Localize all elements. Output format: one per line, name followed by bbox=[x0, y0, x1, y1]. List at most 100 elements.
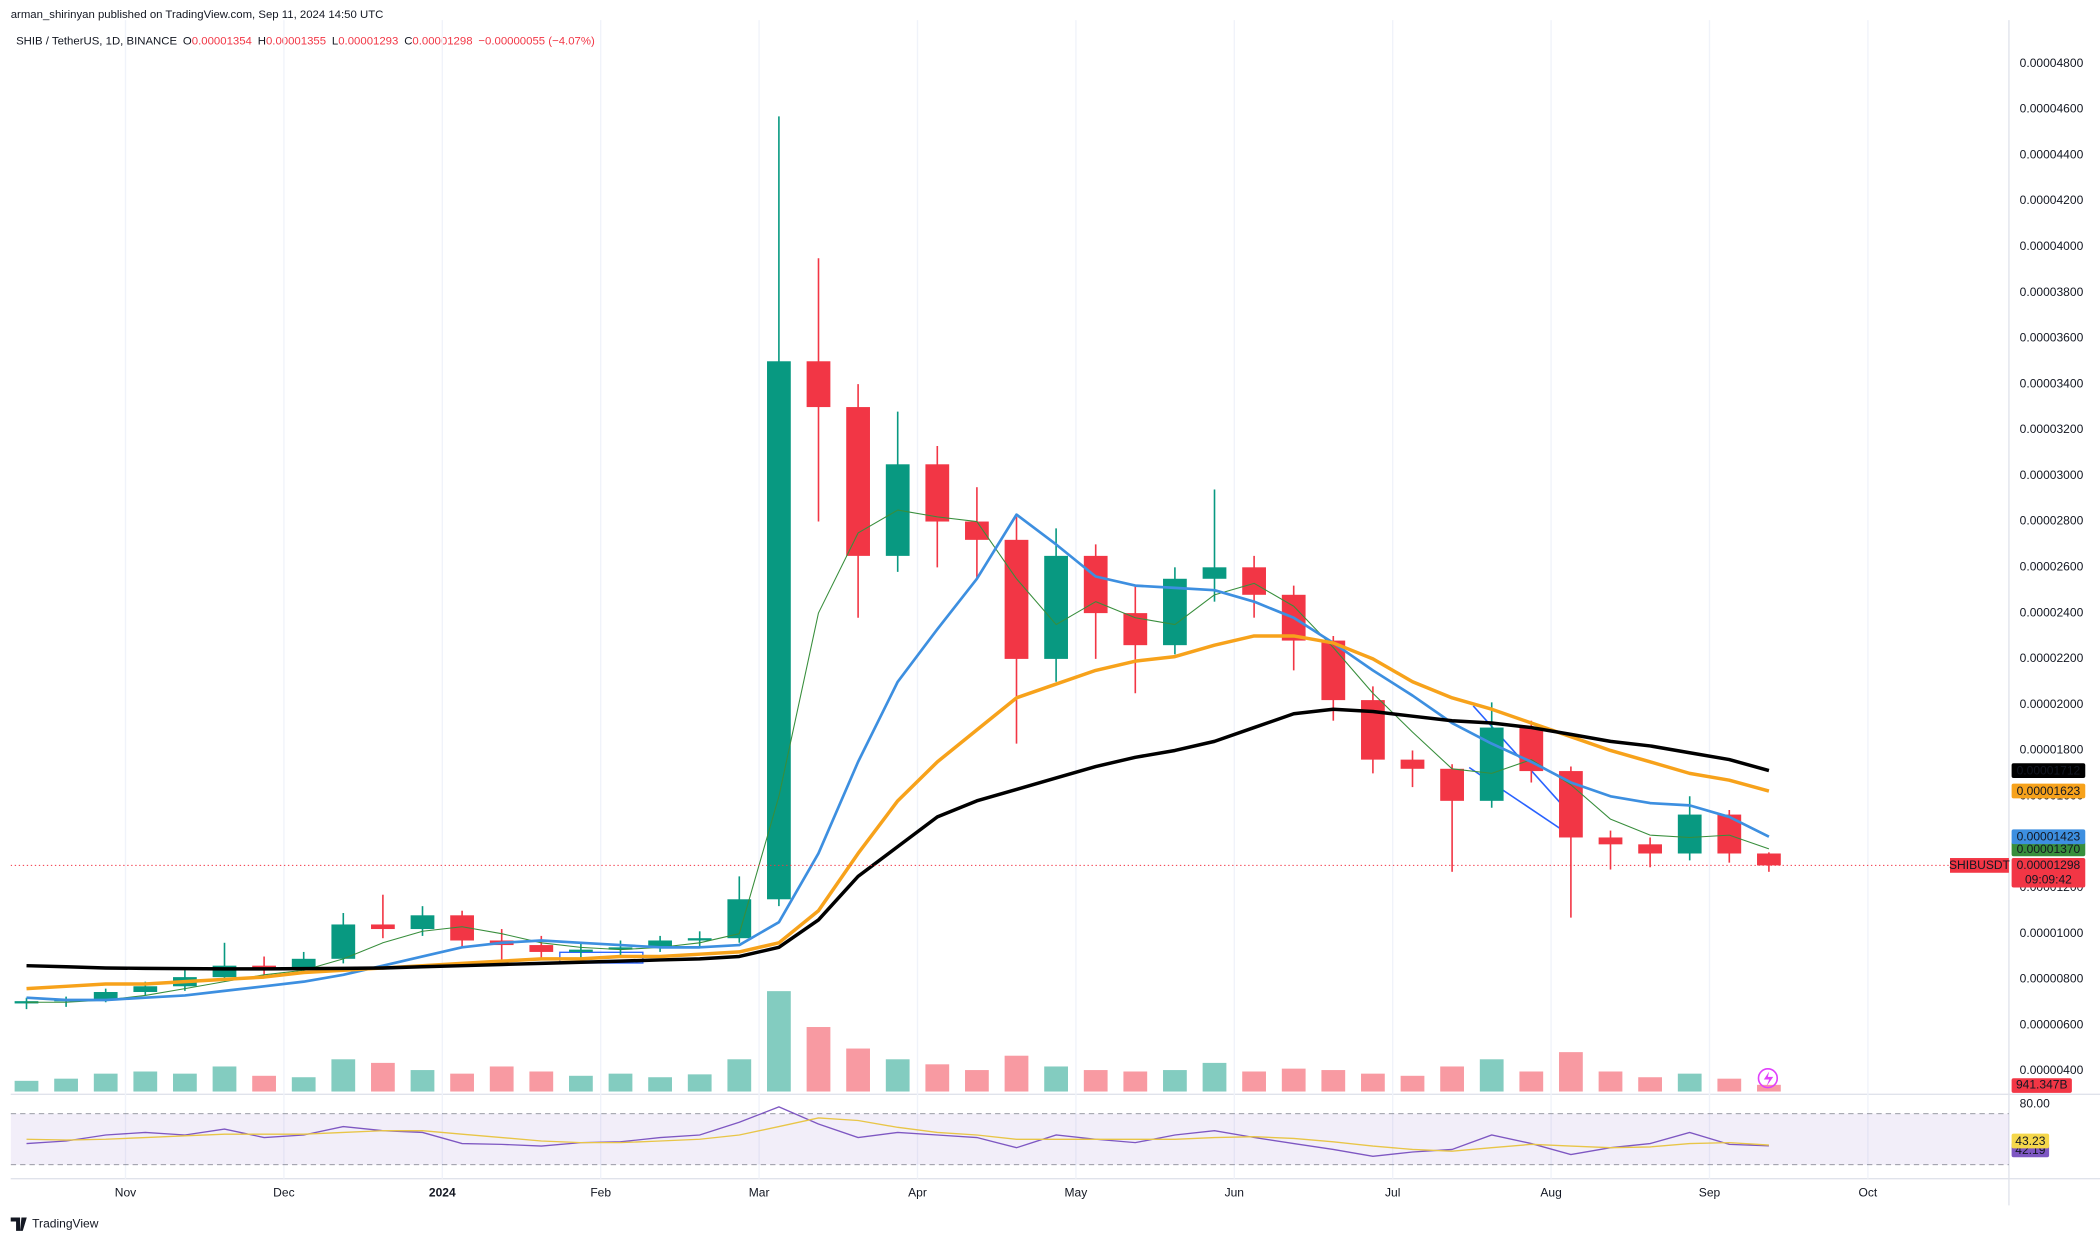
volume-bar bbox=[489, 1066, 514, 1092]
y-tick-label: 0.00004000 bbox=[2020, 239, 2084, 253]
x-tick-label: Nov bbox=[115, 1186, 136, 1200]
y-tick-label: 0.00003200 bbox=[2020, 422, 2084, 436]
moving-average bbox=[26, 513, 1770, 1002]
volume-bar bbox=[1598, 1071, 1623, 1092]
candle-body bbox=[133, 986, 158, 993]
y-tick-label: 0.00004600 bbox=[2020, 102, 2084, 116]
logo bbox=[10, 1217, 27, 1231]
volume-bar bbox=[846, 1048, 870, 1092]
y-tick-label: 0.00002600 bbox=[2020, 560, 2084, 574]
volume-bar bbox=[1083, 1070, 1108, 1092]
volume-bar bbox=[1163, 1070, 1187, 1092]
rsi-tick-label: 80.00 bbox=[2020, 1097, 2050, 1111]
volume-bar bbox=[173, 1073, 197, 1092]
candle-body bbox=[1044, 555, 1068, 659]
moving-average bbox=[26, 634, 1770, 991]
volume-bar bbox=[1638, 1077, 1662, 1092]
y-tick-label: 0.00002000 bbox=[2020, 697, 2084, 711]
y-tick-label: 0.00004200 bbox=[2020, 193, 2084, 207]
badge-label: 0.00001423 bbox=[2017, 830, 2081, 844]
candle-body bbox=[925, 464, 950, 522]
volume-bar bbox=[1004, 1055, 1029, 1092]
badge-label: 0.00001623 bbox=[2017, 784, 2081, 798]
rsi-line bbox=[26, 1117, 1769, 1152]
volume-bar bbox=[14, 1080, 39, 1092]
candle-body bbox=[1440, 768, 1464, 801]
volume-bar bbox=[212, 1066, 237, 1092]
y-tick-label: 0.00003400 bbox=[2020, 376, 2084, 390]
candle-body bbox=[846, 407, 870, 556]
price-pane bbox=[10, 116, 2009, 1010]
volume-bar bbox=[727, 1059, 752, 1092]
candle-body bbox=[1004, 539, 1029, 659]
symbol-info: SHIB / TetherUS, 1D, BINANCE O0.00001354… bbox=[16, 36, 595, 48]
candle-body bbox=[1361, 700, 1385, 760]
candle-body bbox=[1717, 814, 1742, 854]
volume-bar bbox=[925, 1064, 950, 1092]
candle-body bbox=[608, 947, 633, 950]
y-tick-label: 0.00002800 bbox=[2020, 514, 2084, 528]
candle-body bbox=[648, 940, 672, 948]
volume-bar bbox=[252, 1075, 276, 1092]
volume-bar bbox=[1677, 1073, 1702, 1092]
x-tick-label: 2024 bbox=[429, 1186, 456, 1200]
volume-bar bbox=[1519, 1071, 1544, 1092]
alert-icon[interactable] bbox=[1757, 1068, 1779, 1089]
rsi-value-label: 43.23 bbox=[2015, 1134, 2045, 1148]
candle-body bbox=[687, 938, 712, 941]
badge bbox=[2011, 1133, 2050, 1149]
ohlc-key: C bbox=[404, 36, 412, 48]
ohlc-key: H bbox=[258, 36, 266, 48]
candle-body bbox=[212, 965, 237, 978]
volume-bar bbox=[1440, 1066, 1464, 1092]
candle-body bbox=[1598, 837, 1623, 845]
badge bbox=[2011, 858, 2086, 888]
x-tick-label: Jul bbox=[1385, 1186, 1400, 1200]
ohlc-value: 0.00001354 bbox=[192, 36, 252, 48]
candle-body bbox=[410, 915, 435, 930]
candle-body bbox=[450, 915, 474, 941]
x-tick-label: Jun bbox=[1225, 1186, 1244, 1200]
x-tick-label: Aug bbox=[1540, 1186, 1561, 1200]
last-price-label: 0.00001298 bbox=[2017, 858, 2081, 872]
volume-bar bbox=[371, 1062, 395, 1092]
volume-bar bbox=[806, 1027, 831, 1092]
x-tick-label: Mar bbox=[749, 1186, 770, 1200]
symbol-label: SHIBUSDT bbox=[1949, 858, 2011, 872]
volume-bar bbox=[1202, 1062, 1227, 1092]
volume-bar bbox=[1400, 1075, 1425, 1092]
footer: TradingView bbox=[10, 1216, 99, 1231]
candle-body bbox=[331, 924, 356, 959]
volume-bar bbox=[1123, 1071, 1148, 1092]
volume-bar bbox=[687, 1074, 712, 1092]
candle-body bbox=[1757, 853, 1781, 866]
volume-bar bbox=[1479, 1059, 1504, 1092]
volume-bar bbox=[885, 1059, 910, 1092]
grid bbox=[124, 20, 1869, 1179]
volume-bar bbox=[1281, 1068, 1306, 1092]
candle-body bbox=[291, 958, 316, 968]
volume-bar bbox=[93, 1073, 118, 1092]
x-tick-label: Oct bbox=[1859, 1186, 1878, 1200]
moving-average bbox=[26, 509, 1770, 1003]
ohlc-value: 0.00001293 bbox=[338, 36, 398, 48]
y-tick-label: 0.00003800 bbox=[2020, 285, 2084, 299]
y-tick-label: 0.00001000 bbox=[2020, 926, 2084, 940]
volume-bar bbox=[1717, 1078, 1742, 1092]
rsi-pane bbox=[10, 1106, 2009, 1166]
candle-body bbox=[965, 521, 989, 540]
candle-body bbox=[1123, 613, 1148, 646]
badge bbox=[2011, 783, 2086, 799]
publisher: arman_shirinyan published on TradingView… bbox=[11, 9, 384, 21]
x-tick-label: May bbox=[1065, 1186, 1088, 1200]
volume-bar bbox=[450, 1073, 474, 1092]
y-tick-label: 0.00002400 bbox=[2020, 605, 2084, 619]
volume-bar bbox=[1044, 1066, 1068, 1092]
candle-body bbox=[371, 924, 395, 930]
volume-bar bbox=[965, 1070, 989, 1092]
x-tick-label: Sep bbox=[1699, 1186, 1721, 1200]
y-tick-label: 0.00003600 bbox=[2020, 331, 2084, 345]
alert-icon-bolt bbox=[1763, 1071, 1774, 1087]
